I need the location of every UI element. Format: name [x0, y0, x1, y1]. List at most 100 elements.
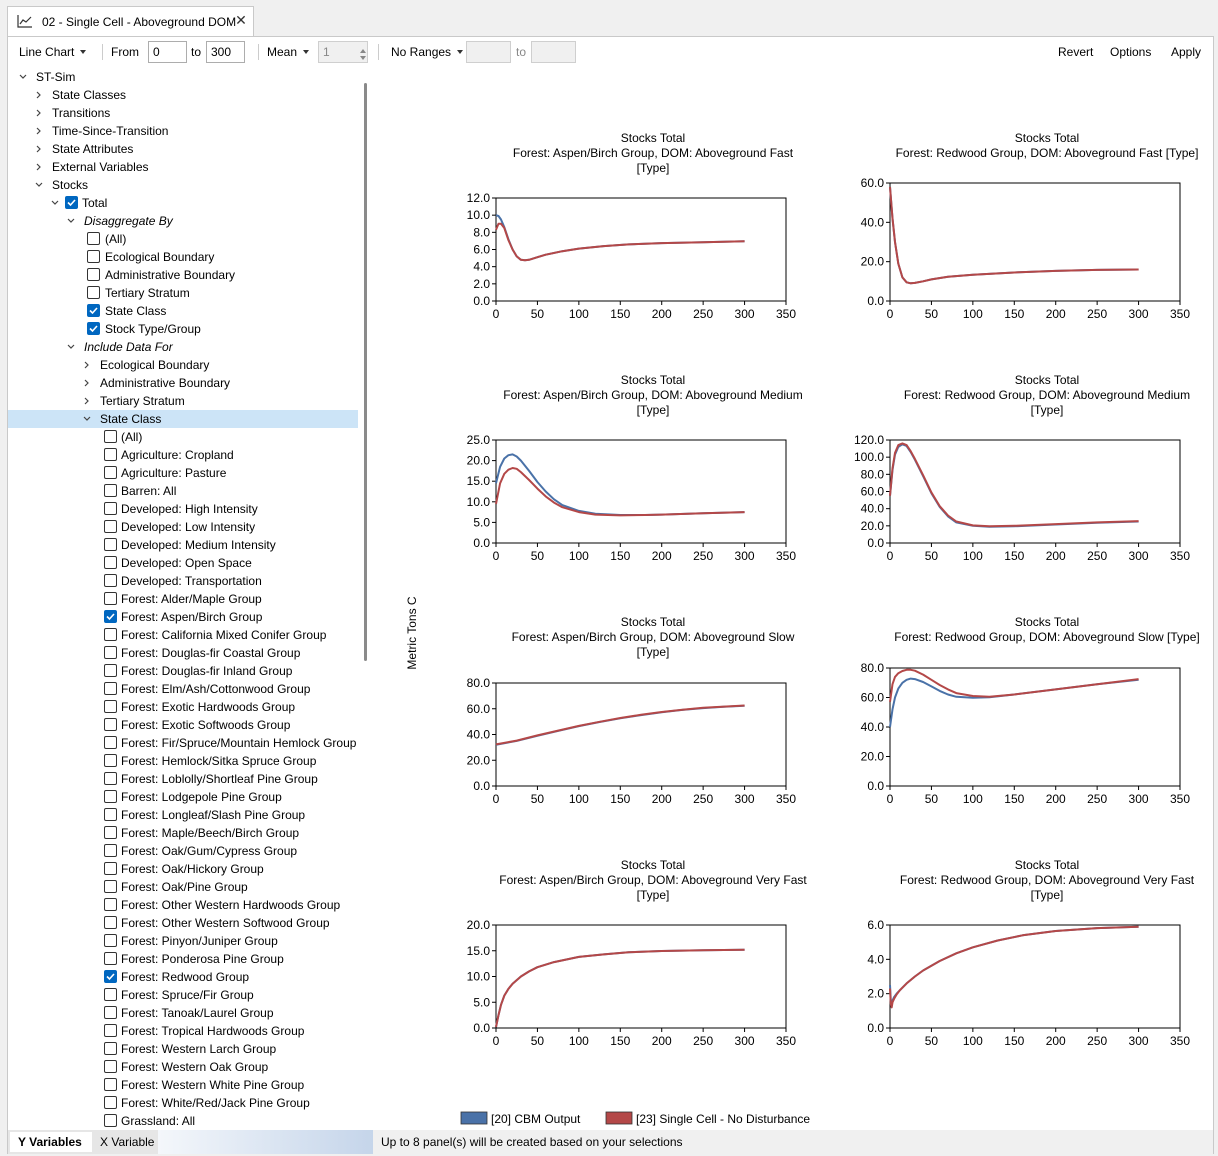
tree-item[interactable]: Total [8, 194, 358, 212]
tree-checkbox[interactable] [104, 754, 117, 767]
tree-checkbox[interactable] [104, 466, 117, 479]
tree-checkbox[interactable] [104, 736, 117, 749]
tree-item[interactable]: External Variables [8, 158, 358, 176]
tree-item[interactable]: Developed: Medium Intensity [8, 536, 358, 554]
chevron-right-icon[interactable] [35, 127, 43, 135]
close-tab-icon[interactable]: ✕ [235, 12, 247, 28]
chevron-down-icon[interactable] [67, 343, 75, 351]
tree-item[interactable]: Developed: Transportation [8, 572, 358, 590]
tab-y-variables[interactable]: Y Variables [10, 1132, 92, 1152]
tree-item[interactable]: Forest: Douglas-fir Coastal Group [8, 644, 358, 662]
tree-item[interactable]: Forest: Exotic Softwoods Group [8, 716, 358, 734]
tree-item[interactable]: Ecological Boundary [8, 248, 358, 266]
tree-item[interactable]: Forest: Longleaf/Slash Pine Group [8, 806, 358, 824]
chevron-down-icon[interactable] [19, 73, 27, 81]
tree-item[interactable]: Forest: Oak/Gum/Cypress Group [8, 842, 358, 860]
tree-checkbox[interactable] [87, 250, 100, 263]
chevron-right-icon[interactable] [83, 361, 91, 369]
tree-item[interactable]: Forest: Loblolly/Shortleaf Pine Group [8, 770, 358, 788]
tree-item[interactable]: (All) [8, 428, 358, 446]
tree-checkbox[interactable] [104, 1078, 117, 1091]
chevron-right-icon[interactable] [83, 379, 91, 387]
tab-x-variable[interactable]: X Variable [100, 1135, 155, 1149]
apply-button[interactable]: Apply [1171, 45, 1202, 59]
tree-checkbox[interactable] [104, 898, 117, 911]
tree-checkbox[interactable] [104, 844, 117, 857]
tree-checkbox[interactable] [65, 196, 78, 209]
chevron-down-icon[interactable] [51, 199, 59, 207]
tree-item[interactable]: Tertiary Stratum [8, 284, 358, 302]
chevron-right-icon[interactable] [35, 91, 43, 99]
tree-item[interactable]: Forest: Hemlock/Sitka Spruce Group [8, 752, 358, 770]
tree-item[interactable]: Administrative Boundary [8, 374, 358, 392]
range-to-input[interactable] [531, 41, 576, 63]
chevron-down-icon[interactable] [83, 415, 91, 423]
tree-item[interactable]: Forest: White/Red/Jack Pine Group [8, 1094, 358, 1112]
tree-item[interactable]: Forest: Spruce/Fir Group [8, 986, 358, 1004]
tree-checkbox[interactable] [104, 772, 117, 785]
tree-item[interactable]: Disaggregate By [8, 212, 358, 230]
from-input[interactable]: 0 [148, 41, 187, 63]
chevron-right-icon[interactable] [35, 109, 43, 117]
tree-checkbox[interactable] [104, 1060, 117, 1073]
tree-item[interactable]: Ecological Boundary [8, 356, 358, 374]
tree-checkbox[interactable] [104, 916, 117, 929]
options-button[interactable]: Options [1110, 45, 1152, 59]
tree-checkbox[interactable] [104, 880, 117, 893]
stepper-arrows-icon[interactable] [357, 46, 369, 66]
tree-checkbox[interactable] [104, 664, 117, 677]
tree-item[interactable]: Forest: Fir/Spruce/Mountain Hemlock Grou… [8, 734, 358, 752]
tree-checkbox[interactable] [104, 502, 117, 515]
tree-checkbox[interactable] [87, 286, 100, 299]
tree-item[interactable]: Forest: Lodgepole Pine Group [8, 788, 358, 806]
tree-item[interactable]: Forest: Redwood Group [8, 968, 358, 986]
range-from-input[interactable] [466, 41, 511, 63]
tree-item[interactable]: Time-Since-Transition [8, 122, 358, 140]
tree-checkbox[interactable] [104, 430, 117, 443]
tree-item[interactable]: Forest: Tropical Hardwoods Group [8, 1022, 358, 1040]
tree-checkbox[interactable] [104, 790, 117, 803]
tree-item[interactable]: Forest: Western White Pine Group [8, 1076, 358, 1094]
tree-checkbox[interactable] [104, 952, 117, 965]
tree-item[interactable]: Barren: All [8, 482, 358, 500]
tree-checkbox[interactable] [87, 304, 100, 317]
tree-checkbox[interactable] [104, 520, 117, 533]
tree-item[interactable]: Forest: Western Larch Group [8, 1040, 358, 1058]
tree-item[interactable]: (All) [8, 230, 358, 248]
tree-checkbox[interactable] [104, 808, 117, 821]
tree-item[interactable]: Stocks [8, 176, 358, 194]
tree-item[interactable]: State Class [8, 410, 358, 428]
tree-checkbox[interactable] [87, 232, 100, 245]
tree-checkbox[interactable] [104, 484, 117, 497]
tree-checkbox[interactable] [104, 574, 117, 587]
tree-checkbox[interactable] [104, 538, 117, 551]
tree-item[interactable]: ST-Sim [8, 68, 358, 86]
chevron-down-icon[interactable] [67, 217, 75, 225]
tree-item[interactable]: Stock Type/Group [8, 320, 358, 338]
tree-item[interactable]: Forest: Oak/Hickory Group [8, 860, 358, 878]
tree-checkbox[interactable] [87, 268, 100, 281]
tree-item[interactable]: State Classes [8, 86, 358, 104]
tree-item[interactable]: Forest: Other Western Hardwoods Group [8, 896, 358, 914]
tree-item[interactable]: Forest: Maple/Beech/Birch Group [8, 824, 358, 842]
tree-item[interactable]: Agriculture: Pasture [8, 464, 358, 482]
tree-item[interactable]: Forest: Oak/Pine Group [8, 878, 358, 896]
tree-checkbox[interactable] [104, 1096, 117, 1109]
tree-item[interactable]: Include Data For [8, 338, 358, 356]
chart-type-dropdown[interactable]: Line Chart [19, 45, 86, 59]
tree-item[interactable]: Developed: High Intensity [8, 500, 358, 518]
chevron-right-icon[interactable] [83, 397, 91, 405]
tree-checkbox[interactable] [104, 448, 117, 461]
tree-item[interactable]: Forest: Alder/Maple Group [8, 590, 358, 608]
tree-checkbox[interactable] [104, 1114, 117, 1127]
tree-checkbox[interactable] [104, 628, 117, 641]
ranges-dropdown[interactable]: No Ranges [391, 45, 463, 59]
tree-item[interactable]: Forest: Exotic Hardwoods Group [8, 698, 358, 716]
tree-item[interactable]: Agriculture: Cropland [8, 446, 358, 464]
tree-checkbox[interactable] [104, 556, 117, 569]
tree-item[interactable]: Developed: Low Intensity [8, 518, 358, 536]
tree-checkbox[interactable] [104, 970, 117, 983]
tree-checkbox[interactable] [104, 718, 117, 731]
tree-item[interactable]: Forest: Western Oak Group [8, 1058, 358, 1076]
tree-item[interactable]: Grassland: All [8, 1112, 358, 1130]
